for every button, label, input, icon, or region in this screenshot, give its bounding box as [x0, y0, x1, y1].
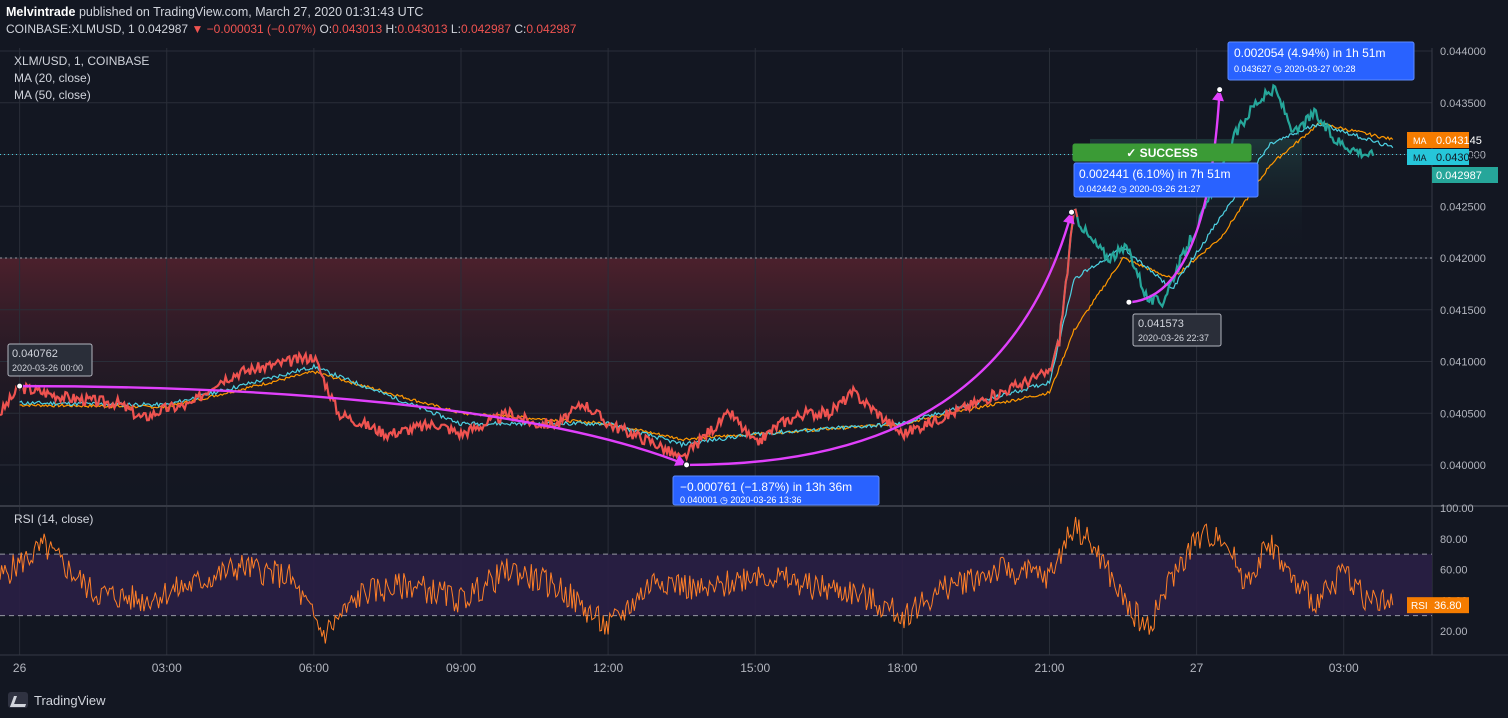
tradingview-icon	[8, 692, 28, 708]
price-tick-label: 0.041000	[1440, 357, 1486, 369]
anchor-dot	[683, 461, 691, 469]
close-value: 0.042987	[526, 22, 577, 36]
dip-date-label: 2020-03-26 22:37	[1138, 333, 1209, 343]
rsi-tick-label: 20.00	[1440, 626, 1468, 638]
time-tick-label: 15:00	[740, 661, 770, 675]
low-label: L:	[450, 22, 461, 36]
mid-callout	[1073, 162, 1259, 198]
time-tick-label: 03:00	[152, 661, 182, 675]
last-price-tag	[1432, 167, 1498, 183]
low-sub-label: 0.040001 ◷ 2020-03-26 13:36	[680, 495, 801, 505]
peak-callout	[1227, 41, 1415, 81]
success-badge	[1072, 143, 1252, 162]
price-tick-label: 0.044000	[1440, 46, 1486, 58]
time-tick-label: 06:00	[299, 661, 329, 675]
high-value: 0.043013	[397, 22, 448, 36]
price-tick-label: 0.041500	[1440, 305, 1486, 317]
close-label: C:	[514, 22, 527, 36]
ma50-price-tag	[1407, 132, 1469, 148]
price-change: ▼ −0.000031 (−0.07%)	[191, 22, 317, 36]
legend-ma20[interactable]: MA (20, close)	[14, 71, 91, 85]
anchor-dot	[1068, 208, 1076, 216]
anchor-dot	[16, 382, 24, 390]
legend-ma50[interactable]: MA (50, close)	[14, 88, 91, 102]
high-label: H:	[385, 22, 398, 36]
publisher-name[interactable]: Melvintrade	[6, 5, 76, 19]
dip-price-label: 0.041573	[1138, 318, 1184, 330]
start-price-box	[7, 343, 93, 377]
mid-sub-label: 0.042442 ◷ 2020-03-26 21:27	[1079, 184, 1200, 194]
publish-info: Melvintrade published on TradingView.com…	[6, 5, 423, 19]
anchor-dot	[1216, 86, 1224, 94]
dip-price-box	[1132, 313, 1222, 347]
anchor-dot	[1125, 298, 1133, 306]
time-tick-label: 03:00	[1329, 661, 1359, 675]
arrow-down-leg	[19, 384, 688, 467]
grid	[0, 48, 1432, 655]
ma20-price-tag	[1407, 149, 1469, 165]
time-tick-label: 09:00	[446, 661, 476, 675]
time-tick-label: 12:00	[593, 661, 623, 675]
published-text: published on TradingView.com, March 27, …	[78, 5, 424, 19]
ma20-price-tag-value: 0.043065	[1436, 152, 1482, 164]
price-tick-label: 0.040500	[1440, 408, 1486, 420]
last-price-tag-value: 0.042987	[1436, 170, 1482, 182]
ohlc-strip: COINBASE:XLMUSD, 1 0.042987 ▼ −0.000031 …	[6, 22, 576, 36]
symbol-label[interactable]: COINBASE:XLMUSD, 1	[6, 22, 135, 36]
rsi-tick-label: 60.00	[1440, 565, 1468, 577]
footer: TradingView	[0, 686, 1508, 718]
arrow-peak-leg	[1128, 89, 1221, 304]
low-callout	[672, 475, 880, 506]
start-date-label: 2020-03-26 00:00	[12, 363, 83, 373]
arrow-head	[674, 454, 687, 466]
ma20-price-tag-tag: MA	[1413, 153, 1427, 163]
low-change-label: −0.000761 (−1.87%) in 13h 36m	[680, 480, 852, 494]
rsi-tag-label: RSI	[1411, 601, 1428, 612]
rsi-tag-value: 36.80	[1434, 600, 1462, 612]
time-tick-label: 18:00	[887, 661, 917, 675]
time-tick-label: 21:00	[1034, 661, 1064, 675]
price-line-down	[0, 350, 1051, 462]
peak-sub-label: 0.043627 ◷ 2020-03-27 00:28	[1234, 64, 1355, 74]
chart-canvas[interactable]: 0.040000 0.040500 0.041000 0.041500 0.042000…	[0, 0, 1508, 686]
open-value: 0.043013	[332, 22, 383, 36]
price-tick-label: 0.040000	[1440, 460, 1486, 472]
last-price: 0.042987	[138, 22, 189, 36]
peak-change-label: 0.002054 (4.94%) in 1h 51m	[1234, 46, 1385, 60]
legend-rsi[interactable]: RSI (14, close)	[14, 512, 94, 526]
price-tick-label: 0.042500	[1440, 201, 1486, 213]
rsi-value-tag	[1407, 597, 1469, 614]
rsi-line	[0, 516, 1394, 644]
success-label: ✓ SUCCESS	[1126, 146, 1197, 160]
start-price-label: 0.040762	[12, 348, 58, 360]
tradingview-logo[interactable]: TradingView	[8, 692, 106, 708]
chart-header: Melvintrade published on TradingView.com…	[0, 0, 1508, 40]
ma50-price-tag-value: 0.043145	[1436, 135, 1482, 147]
trend-arrows	[19, 89, 1221, 467]
low-value: 0.042987	[460, 22, 511, 36]
price-tick-label: 0.043500	[1440, 98, 1486, 110]
open-label: O:	[319, 22, 333, 36]
loss-zone-fill	[0, 258, 1090, 505]
price-tick-label: 0.042000	[1440, 253, 1486, 265]
rsi-tick-label: 100.00	[1440, 503, 1474, 515]
arrow-head	[1212, 89, 1224, 102]
rsi-tick-label: 80.00	[1440, 534, 1468, 546]
time-tick-label: 27	[1190, 661, 1204, 675]
ma50-price-tag-tag: MA	[1413, 136, 1427, 146]
mid-change-label: 0.002441 (6.10%) in 7h 51m	[1079, 167, 1230, 181]
arrow-rally-leg	[686, 211, 1073, 467]
legend-series[interactable]: XLM/USD, 1, COINBASE	[14, 54, 150, 68]
brand-label: TradingView	[34, 692, 106, 708]
time-tick-label: 26	[13, 661, 27, 675]
